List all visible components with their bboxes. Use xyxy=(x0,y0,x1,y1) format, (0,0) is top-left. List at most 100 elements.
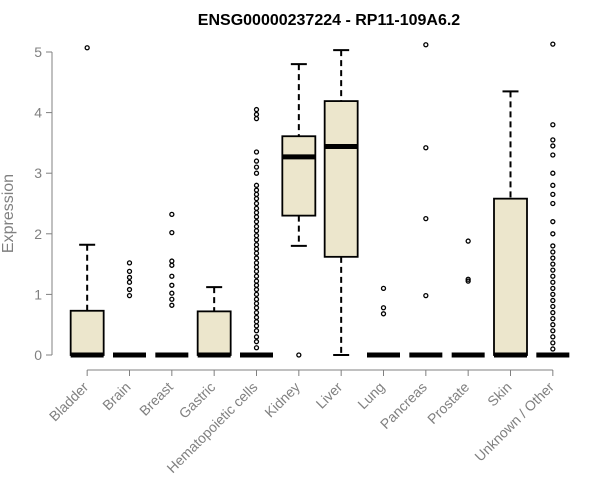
box-group xyxy=(409,42,443,358)
y-axis: 0 1 2 3 4 5 xyxy=(34,44,53,363)
outlier-point xyxy=(253,246,260,252)
box-group xyxy=(240,106,273,358)
outlier-point xyxy=(550,322,556,328)
outlier-point xyxy=(169,296,175,302)
outlier-point xyxy=(169,211,175,218)
y-tick-label: 3 xyxy=(34,165,42,181)
outlier-point xyxy=(380,311,387,317)
outlier-point xyxy=(465,276,471,282)
x-tick-label: Prostate xyxy=(424,379,472,427)
outlier-point xyxy=(126,286,133,293)
outlier-point xyxy=(169,302,175,308)
outlier-point xyxy=(253,278,260,284)
outlier-point xyxy=(550,255,556,261)
outlier-point xyxy=(550,273,556,279)
box-group xyxy=(367,285,400,358)
outlier-point xyxy=(253,223,260,230)
outlier-point xyxy=(253,286,260,293)
outlier-point xyxy=(253,273,260,279)
outlier-point xyxy=(465,278,471,284)
outlier-point xyxy=(253,345,260,351)
outlier-point xyxy=(550,279,556,285)
outlier-point xyxy=(126,268,133,275)
box-group xyxy=(536,41,570,358)
outlier-point xyxy=(253,323,260,329)
plot-area xyxy=(69,41,570,358)
outlier-point xyxy=(253,232,260,239)
box-group xyxy=(323,49,359,356)
outlier-point xyxy=(550,267,556,273)
outlier-point xyxy=(253,291,260,298)
outlier-point xyxy=(550,182,556,188)
box-iqr xyxy=(69,309,105,356)
y-tick-label: 4 xyxy=(34,105,42,121)
outlier-point xyxy=(253,268,260,275)
outlier-point xyxy=(253,305,260,311)
outlier-point xyxy=(253,319,260,325)
y-tick-label: 2 xyxy=(34,226,42,242)
outlier-point xyxy=(169,229,175,236)
outlier-point xyxy=(550,346,556,352)
outlier-point xyxy=(253,255,260,261)
outlier-point xyxy=(550,243,556,249)
outlier-point xyxy=(253,200,260,207)
outlier-point xyxy=(550,122,556,128)
outlier-point xyxy=(253,205,260,211)
outlier-point xyxy=(253,116,260,122)
x-tick-label: Kidney xyxy=(261,379,303,421)
outlier-point xyxy=(253,170,260,176)
outlier-point xyxy=(253,111,260,118)
outlier-point xyxy=(550,291,556,298)
outlier-point xyxy=(169,282,175,288)
outlier-point xyxy=(550,219,556,225)
x-tick-label: Pancreas xyxy=(377,379,430,432)
outlier-point xyxy=(253,209,260,216)
box-iqr xyxy=(323,100,359,258)
outlier-point xyxy=(169,262,175,268)
outlier-point xyxy=(253,264,260,270)
outlier-point xyxy=(253,260,260,266)
chart-title: ENSG00000237224 - RP11-109A6.2 xyxy=(198,12,461,29)
outlier-point xyxy=(253,282,260,288)
outlier-point xyxy=(253,182,260,188)
outlier-point xyxy=(423,42,429,48)
outlier-point xyxy=(550,328,556,334)
outlier-point xyxy=(550,303,556,310)
outlier-point xyxy=(126,260,133,266)
outlier-point xyxy=(253,314,260,321)
x-tick-label: Skin xyxy=(484,379,515,410)
box-iqr xyxy=(493,197,528,356)
outlier-point xyxy=(253,191,260,198)
y-axis-label: Expression xyxy=(0,174,17,253)
outlier-point xyxy=(550,334,556,340)
outlier-point xyxy=(126,292,133,299)
box-group xyxy=(493,90,528,358)
outlier-point xyxy=(253,237,260,243)
outlier-point xyxy=(550,200,556,207)
outlier-point xyxy=(253,187,260,193)
outlier-point xyxy=(423,292,429,299)
outlier-point xyxy=(253,296,260,302)
outlier-point xyxy=(253,196,260,202)
outlier-point xyxy=(253,214,260,220)
outlier-point xyxy=(253,149,260,155)
outlier-point xyxy=(253,328,260,334)
x-tick-label: Liver xyxy=(313,379,346,412)
x-tick-label: Lung xyxy=(354,379,387,412)
outlier-point xyxy=(550,315,556,322)
x-tick-label: Unknown / Other xyxy=(471,379,557,465)
box-group xyxy=(155,211,189,358)
outlier-point xyxy=(550,231,556,237)
outlier-point xyxy=(253,219,260,225)
outlier-point xyxy=(253,242,260,248)
outlier-point xyxy=(550,249,556,255)
outlier-point xyxy=(550,261,556,267)
outlier-point xyxy=(253,250,260,256)
outlier-point xyxy=(253,309,260,316)
box-group xyxy=(451,238,485,358)
outlier-point xyxy=(253,334,260,340)
box-group xyxy=(113,260,146,358)
outlier-point xyxy=(169,258,175,264)
outlier-point xyxy=(169,273,175,279)
